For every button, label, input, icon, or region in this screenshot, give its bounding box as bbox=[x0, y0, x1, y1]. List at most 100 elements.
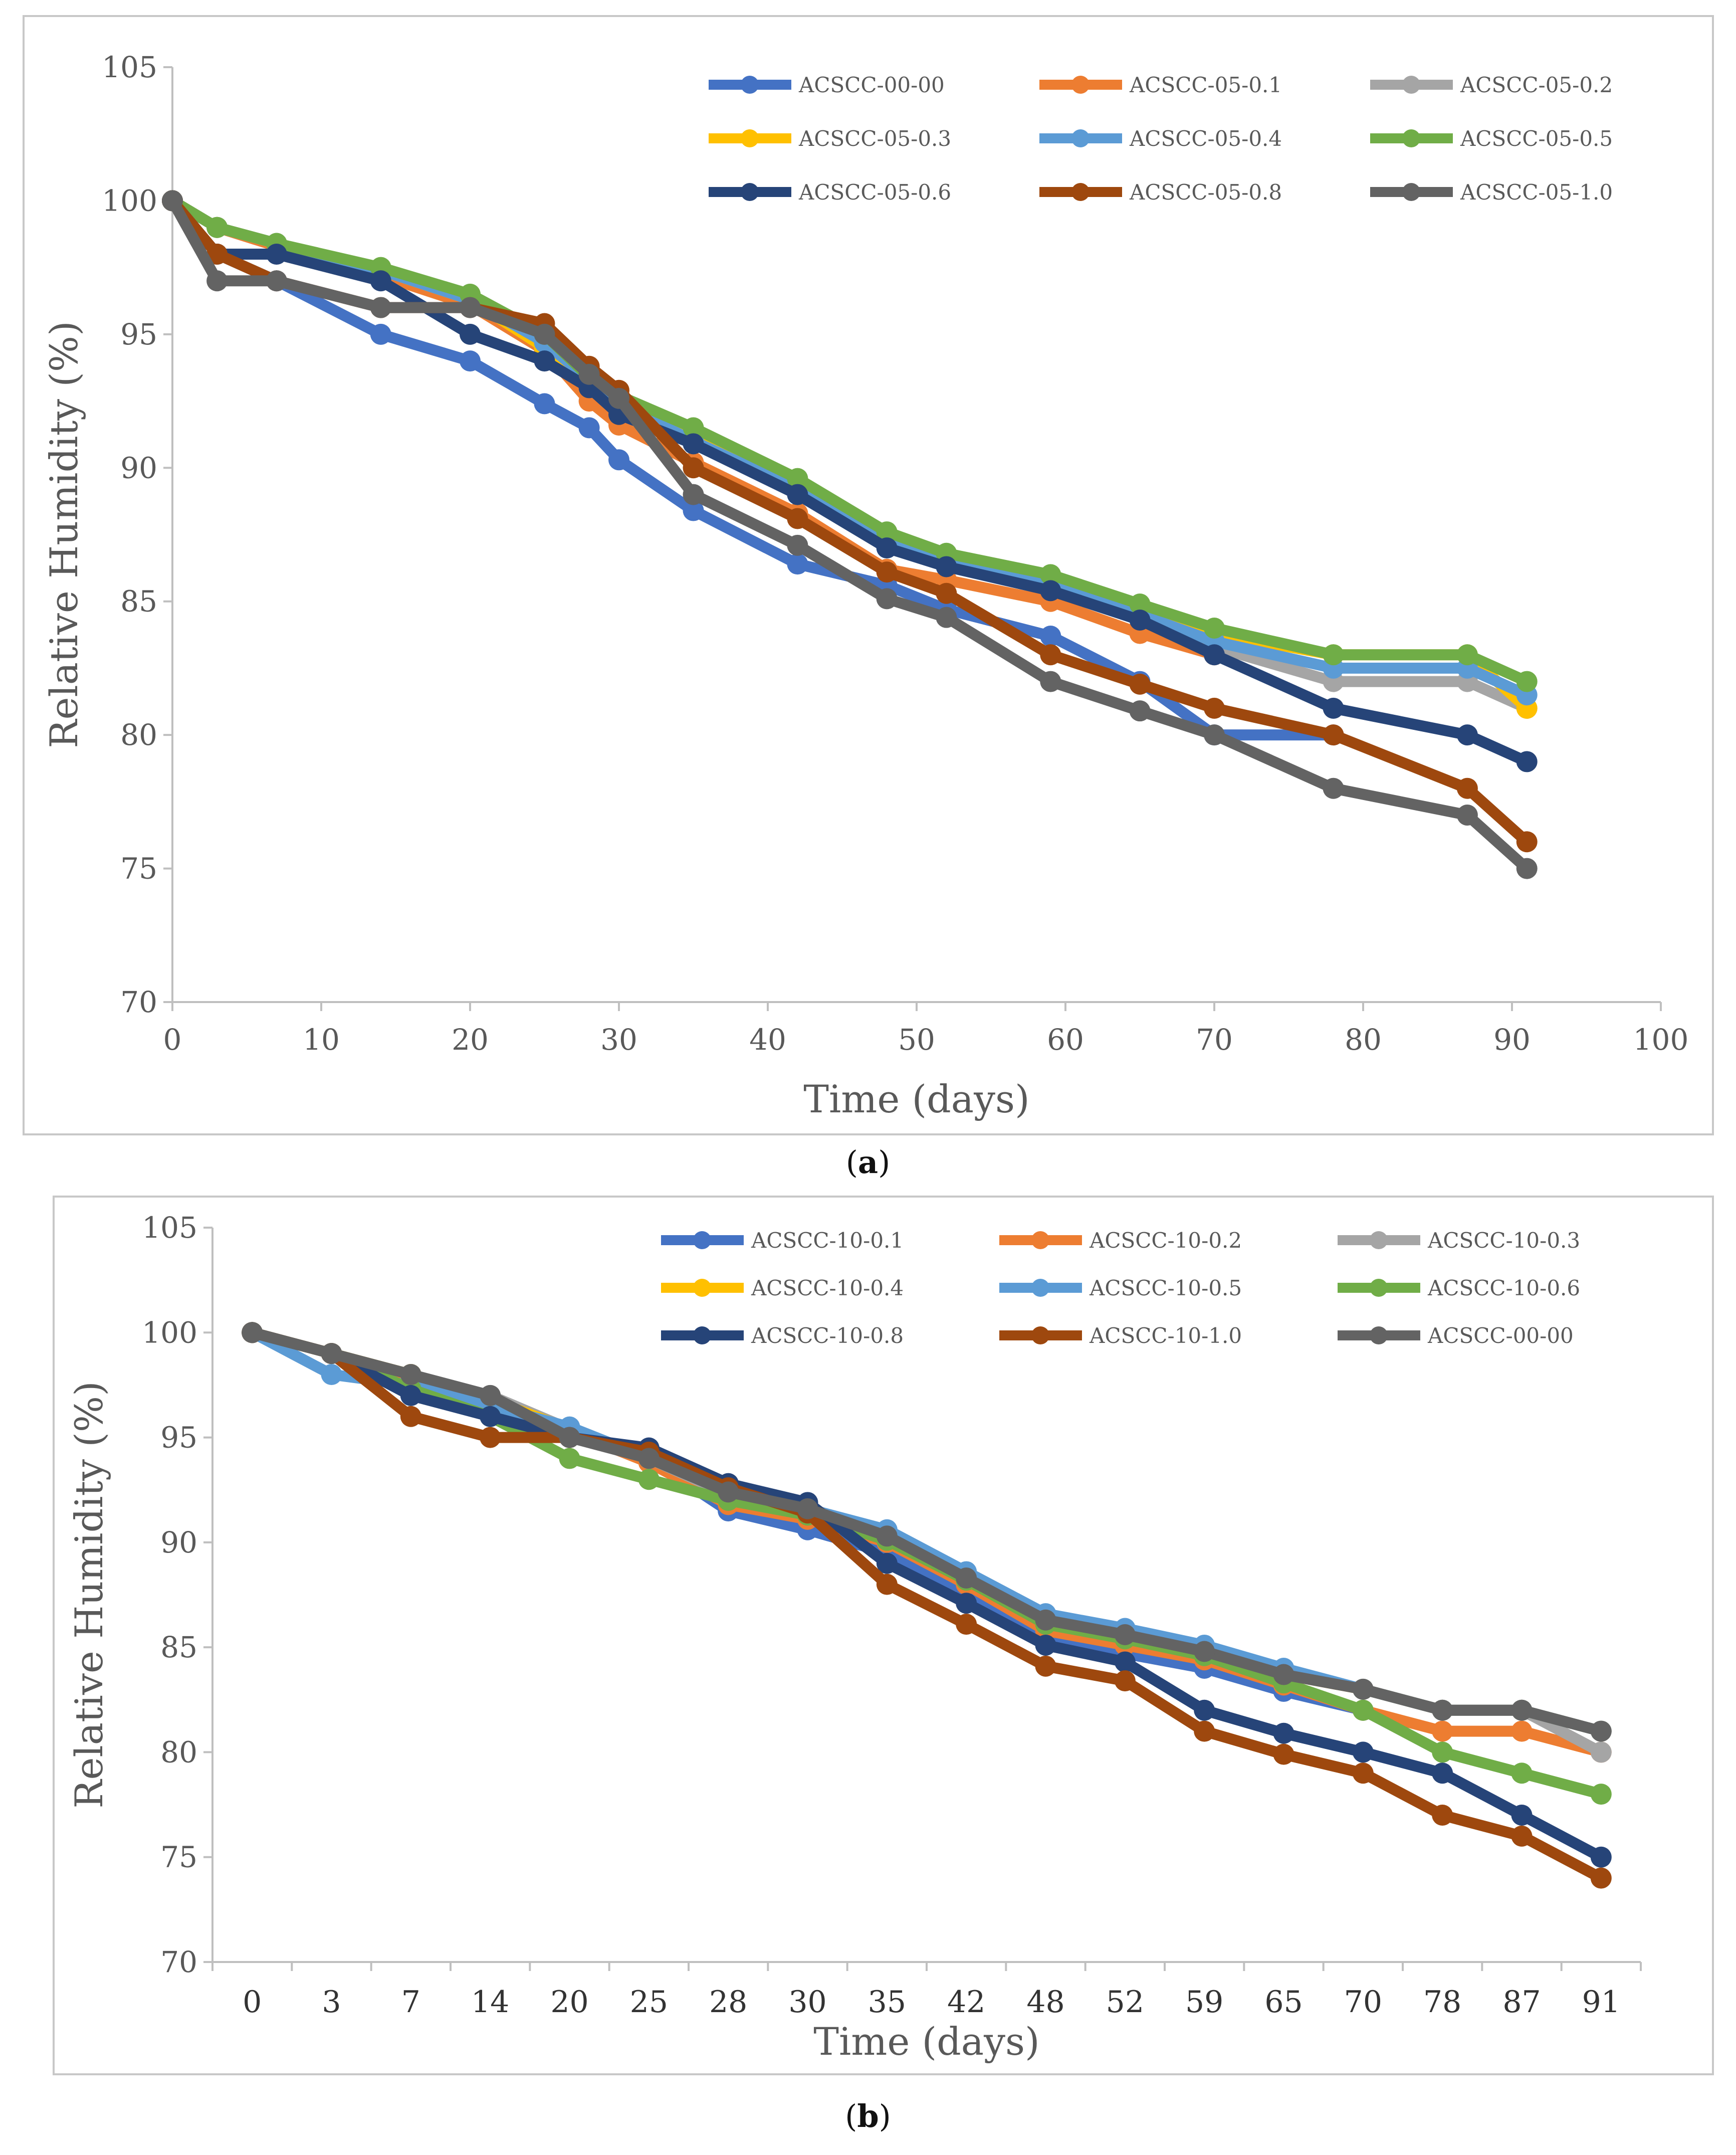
legend-item: ACSCC-00-00 bbox=[709, 73, 945, 97]
data-point bbox=[797, 1498, 818, 1519]
x-tick-label: 60 bbox=[1047, 1023, 1084, 1057]
x-tick-label: 78 bbox=[1423, 1985, 1461, 2020]
y-tick-label: 75 bbox=[160, 1840, 197, 1874]
x-tick-label: 42 bbox=[947, 1985, 985, 2020]
data-point bbox=[1194, 1720, 1215, 1742]
axes-b: 70 75 80 85 90 95 100 105 0 3 7 14 20 25 28 30 35 42 48 52 5… bbox=[67, 1211, 1642, 2064]
data-point bbox=[400, 1406, 421, 1427]
series-line bbox=[167, 195, 1533, 687]
data-point bbox=[956, 1568, 977, 1589]
data-point bbox=[1456, 805, 1478, 826]
y-tick-label: 100 bbox=[142, 1315, 197, 1349]
data-point bbox=[559, 1427, 580, 1448]
legend-item: ACSCC-05-0.3 bbox=[709, 126, 951, 151]
data-point bbox=[1590, 1846, 1612, 1868]
data-point bbox=[1194, 1699, 1215, 1721]
data-point bbox=[370, 270, 391, 292]
data-point bbox=[1035, 1634, 1056, 1656]
data-point bbox=[1129, 700, 1151, 722]
data-point bbox=[1035, 1609, 1056, 1631]
data-point bbox=[1352, 1699, 1374, 1721]
data-point bbox=[266, 270, 287, 292]
legend-item: ACSCC-05-1.0 bbox=[1370, 180, 1613, 205]
legend-label: ACSCC-10-0.8 bbox=[751, 1323, 904, 1348]
plot-area-b bbox=[242, 1322, 1612, 1889]
data-point bbox=[1323, 644, 1344, 666]
legend-item: ACSCC-00-00 bbox=[1338, 1323, 1574, 1348]
data-point bbox=[206, 244, 228, 265]
data-point bbox=[1114, 1624, 1136, 1646]
legend-item: ACSCC-10-0.3 bbox=[1338, 1228, 1580, 1253]
legend-label: ACSCC-00-00 bbox=[1427, 1323, 1574, 1348]
legend-marker bbox=[1370, 1279, 1388, 1297]
caption-a: (a) bbox=[845, 1144, 891, 1181]
legend-item: ACSCC-10-0.4 bbox=[661, 1276, 904, 1300]
data-point bbox=[936, 556, 957, 577]
data-point bbox=[876, 561, 898, 583]
legend-item: ACSCC-05-0.5 bbox=[1370, 126, 1613, 151]
data-point bbox=[1590, 1867, 1612, 1889]
data-point bbox=[1273, 1722, 1294, 1744]
x-tick-label: 25 bbox=[630, 1985, 668, 2020]
data-point bbox=[1204, 618, 1225, 639]
x-tick-label: 28 bbox=[709, 1985, 747, 2020]
legend-marker bbox=[693, 1231, 711, 1249]
data-point bbox=[1456, 724, 1478, 746]
series-line bbox=[247, 1327, 1607, 1737]
x-tick-label: 52 bbox=[1106, 1985, 1144, 2020]
data-point bbox=[1516, 858, 1538, 879]
x-tick-label: 50 bbox=[898, 1023, 935, 1057]
data-point bbox=[787, 484, 808, 505]
data-point bbox=[1323, 724, 1344, 746]
y-tick-label: 95 bbox=[120, 317, 157, 351]
data-point bbox=[534, 323, 555, 345]
data-point bbox=[718, 1481, 739, 1503]
caption-a-label: a bbox=[857, 1144, 879, 1181]
legend-marker bbox=[741, 76, 759, 94]
data-point bbox=[787, 468, 808, 489]
data-point bbox=[1516, 671, 1538, 692]
data-point bbox=[266, 244, 287, 265]
legend-marker bbox=[1071, 76, 1090, 94]
legend-label: ACSCC-05-0.5 bbox=[1460, 126, 1613, 151]
x-tick-label: 0 bbox=[163, 1023, 182, 1057]
y-tick-label: 105 bbox=[102, 50, 157, 84]
series-line bbox=[167, 195, 1533, 874]
y-axis-title: Relative Humidity (%) bbox=[67, 1381, 111, 1808]
data-point bbox=[480, 1427, 501, 1448]
data-point bbox=[1040, 625, 1061, 647]
data-point bbox=[608, 449, 629, 471]
x-tick-label: 3 bbox=[322, 1985, 341, 2020]
data-point bbox=[1035, 1655, 1056, 1677]
data-point bbox=[480, 1385, 501, 1406]
series-line bbox=[247, 1327, 1607, 1884]
x-tick-label: 0 bbox=[243, 1985, 262, 2020]
data-point bbox=[1511, 1762, 1533, 1784]
legend-marker bbox=[1071, 129, 1090, 147]
data-point bbox=[1040, 580, 1061, 602]
legend-label: ACSCC-05-0.2 bbox=[1460, 73, 1613, 97]
legend-marker bbox=[1071, 183, 1090, 201]
chart-a: 70 75 80 85 90 95 100 105 0 10 20 30 40 50 60 70 80 90 100… bbox=[42, 50, 1688, 1121]
x-tick-label: 10 bbox=[303, 1023, 340, 1057]
data-point bbox=[1204, 644, 1225, 666]
legend-marker bbox=[1402, 183, 1420, 201]
data-point bbox=[876, 537, 898, 559]
legend-marker bbox=[693, 1326, 711, 1344]
y-tick-label: 85 bbox=[160, 1630, 197, 1664]
data-point bbox=[1432, 1805, 1453, 1826]
series-line bbox=[247, 1327, 1607, 1737]
data-point bbox=[1511, 1805, 1533, 1826]
data-point bbox=[321, 1364, 342, 1385]
legend-label: ACSCC-10-0.3 bbox=[1427, 1228, 1580, 1253]
legend-item: ACSCC-05-0.1 bbox=[1039, 73, 1282, 97]
data-point bbox=[876, 1525, 898, 1547]
chart-panel-b: 70 75 80 85 90 95 100 105 0 3 7 14 20 25 28 30 35 42 48 52 5… bbox=[53, 1196, 1714, 2075]
y-tick-label: 95 bbox=[160, 1421, 197, 1455]
data-point bbox=[683, 500, 704, 521]
x-tick-label: 91 bbox=[1582, 1985, 1620, 2020]
data-point bbox=[206, 217, 228, 238]
x-tick-label: 30 bbox=[600, 1023, 637, 1057]
data-point bbox=[1040, 644, 1061, 666]
legend-label: ACSCC-05-0.3 bbox=[798, 126, 951, 151]
